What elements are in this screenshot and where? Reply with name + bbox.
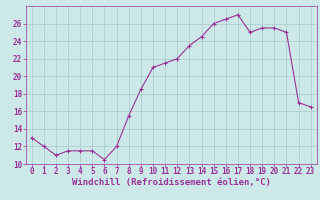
X-axis label: Windchill (Refroidissement éolien,°C): Windchill (Refroidissement éolien,°C) bbox=[72, 178, 271, 187]
